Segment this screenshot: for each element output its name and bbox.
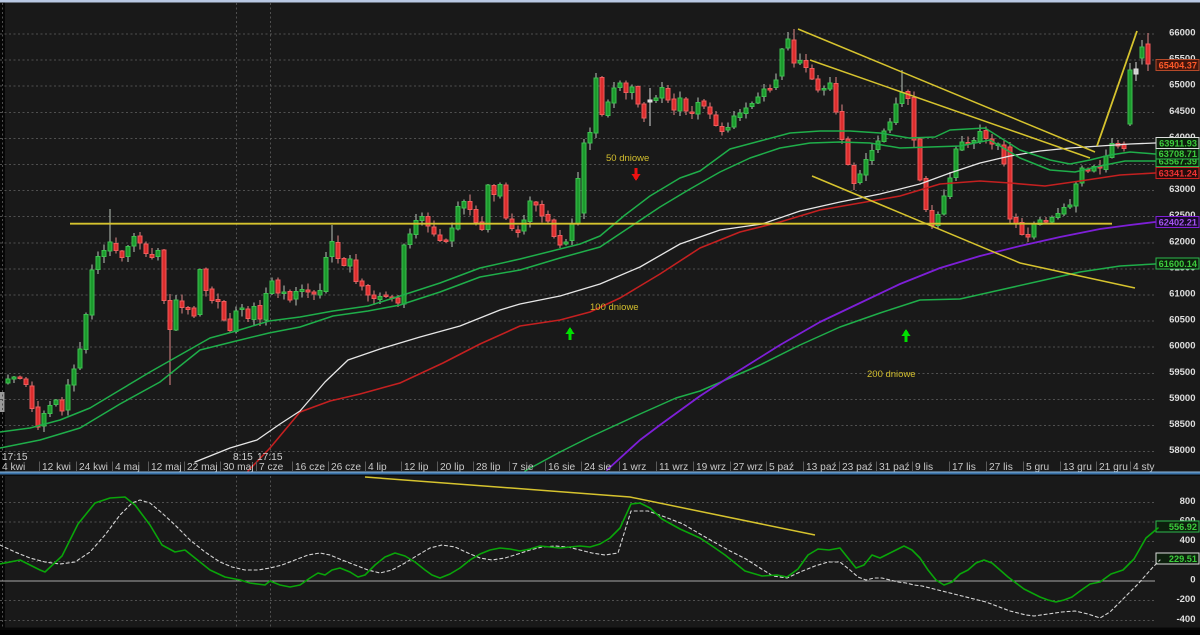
svg-text:17 lis: 17 lis [952, 462, 976, 473]
svg-text:58500: 58500 [1169, 419, 1195, 430]
svg-text:61600.14: 61600.14 [1159, 259, 1198, 269]
svg-text:100 dniowe: 100 dniowe [590, 302, 639, 313]
svg-text:60000: 60000 [1169, 341, 1195, 352]
svg-text:62000: 62000 [1169, 236, 1195, 247]
svg-text:20 lip: 20 lip [440, 462, 465, 473]
svg-text:8:15: 8:15 [233, 452, 253, 463]
svg-text:-200: -200 [1176, 594, 1195, 605]
svg-text:11 wrz: 11 wrz [659, 462, 688, 473]
svg-text:59000: 59000 [1169, 393, 1195, 404]
svg-text:5 paź: 5 paź [769, 462, 794, 473]
svg-text:4 sty: 4 sty [1133, 462, 1155, 473]
svg-text:58000: 58000 [1169, 445, 1195, 456]
svg-text:13 gru: 13 gru [1063, 462, 1092, 473]
svg-text:17:15: 17:15 [257, 452, 283, 463]
svg-text:229.51: 229.51 [1169, 554, 1197, 564]
svg-text:-400: -400 [1176, 614, 1195, 625]
svg-text:16 cze: 16 cze [295, 462, 325, 473]
svg-text:62500: 62500 [1169, 210, 1195, 221]
svg-text:556.92: 556.92 [1169, 522, 1197, 532]
svg-text:65404.37: 65404.37 [1159, 61, 1197, 71]
svg-text:27 lis: 27 lis [989, 462, 1013, 473]
svg-text:63341.24: 63341.24 [1159, 168, 1198, 178]
svg-text:63708.71: 63708.71 [1159, 149, 1197, 159]
svg-text:200 dniowe: 200 dniowe [867, 369, 916, 380]
svg-text:16 sie: 16 sie [548, 462, 576, 473]
svg-text:66000: 66000 [1169, 28, 1195, 39]
svg-text:19 wrz: 19 wrz [696, 462, 726, 473]
svg-text:23 paź: 23 paź [842, 462, 873, 473]
svg-text:5 gru: 5 gru [1026, 462, 1049, 473]
svg-text:12 kwi: 12 kwi [42, 462, 71, 473]
svg-text:63567.39: 63567.39 [1159, 157, 1197, 167]
svg-text:7 sie: 7 sie [512, 462, 534, 473]
svg-text:1 wrz: 1 wrz [622, 462, 646, 473]
svg-text:50 dniowe: 50 dniowe [606, 153, 649, 164]
svg-text:0: 0 [1190, 575, 1195, 586]
svg-text:4 lip: 4 lip [368, 462, 387, 473]
svg-text:21 gru: 21 gru [1099, 462, 1128, 473]
svg-text:61000: 61000 [1169, 289, 1195, 300]
svg-text:62402.21: 62402.21 [1159, 217, 1197, 227]
svg-text:9 lis: 9 lis [915, 462, 933, 473]
svg-text:26 cze: 26 cze [331, 462, 361, 473]
svg-text:24 sie: 24 sie [584, 462, 612, 473]
svg-text:63000: 63000 [1169, 184, 1195, 195]
svg-text:17:15: 17:15 [2, 452, 28, 463]
svg-text:64500: 64500 [1169, 106, 1195, 117]
svg-text:60500: 60500 [1169, 315, 1195, 326]
svg-text:65000: 65000 [1169, 80, 1195, 91]
svg-text:30 maj: 30 maj [223, 462, 254, 473]
svg-text:7 cze: 7 cze [259, 462, 284, 473]
svg-text:4 maj: 4 maj [115, 462, 140, 473]
svg-text:31 paź: 31 paź [879, 462, 910, 473]
svg-text:400: 400 [1180, 535, 1196, 546]
svg-text:4 kwi: 4 kwi [2, 462, 25, 473]
svg-text:63911.93: 63911.93 [1159, 139, 1197, 149]
svg-text:59500: 59500 [1169, 367, 1195, 378]
svg-text:24 kwi: 24 kwi [79, 462, 108, 473]
svg-text:22 maj: 22 maj [187, 462, 218, 473]
svg-text:27 wrz: 27 wrz [733, 462, 763, 473]
svg-text:12 maj: 12 maj [151, 462, 182, 473]
svg-text:28 lip: 28 lip [476, 462, 501, 473]
svg-text:800: 800 [1180, 496, 1196, 507]
svg-text:13 paź: 13 paź [806, 462, 837, 473]
svg-text:12 lip: 12 lip [404, 462, 429, 473]
